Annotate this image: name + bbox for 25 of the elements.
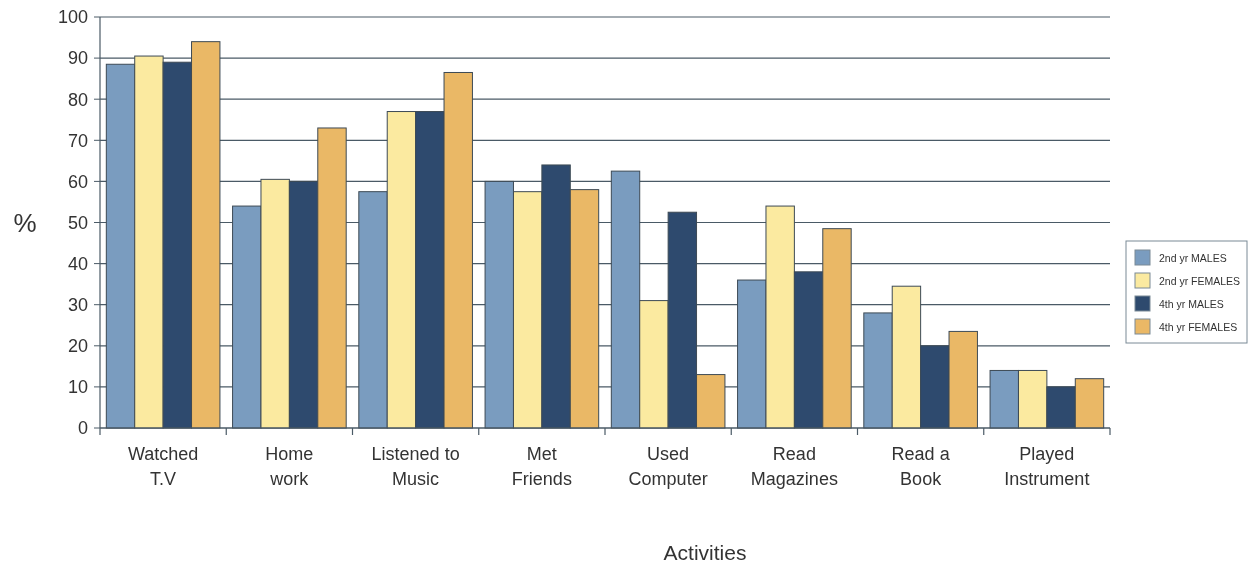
legend-label: 4th yr FEMALES	[1159, 320, 1238, 333]
x-tick-label: Watched T.V	[127, 444, 199, 489]
x-axis-title: Activities	[663, 541, 747, 564]
x-tick-label: Home work	[265, 444, 314, 489]
y-tick-label: 50	[67, 212, 88, 233]
y-tick-label: 30	[67, 295, 88, 315]
x-tick-label: Played Instrument	[1004, 444, 1090, 489]
y-tick-label: 70	[67, 130, 88, 151]
y-tick-label: 40	[67, 253, 88, 274]
y-axis-title: %	[13, 207, 37, 238]
legend-label: 2nd yr FEMALES	[1159, 274, 1241, 287]
x-tick-label: Read a Book	[891, 444, 951, 489]
x-tick-label: Used Computer	[628, 444, 708, 489]
legend-label: 2nd yr MALES	[1159, 251, 1227, 264]
y-tick-label: 90	[67, 48, 88, 69]
x-tick-label: Read Magazines	[750, 444, 838, 489]
legend-label: 4th yr MALES	[1159, 297, 1224, 310]
y-tick-label: 100	[57, 7, 88, 28]
y-tick-label: 20	[67, 336, 88, 357]
y-tick-label: 80	[67, 89, 88, 110]
y-tick-label: 10	[67, 377, 88, 398]
x-tick-label: Listened to Music	[371, 444, 460, 489]
x-tick-label: Met Friends	[511, 444, 572, 489]
y-tick-label: 60	[67, 171, 88, 192]
y-tick-label: 0	[77, 418, 88, 439]
